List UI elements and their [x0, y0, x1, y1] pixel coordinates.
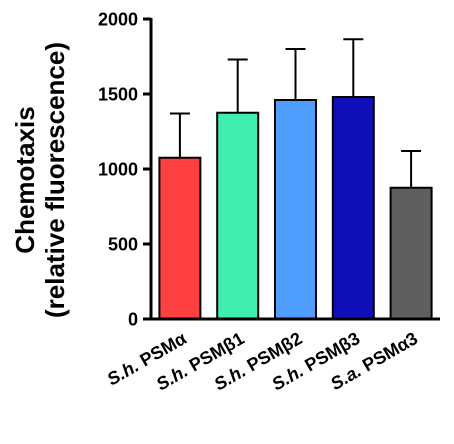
- bar: [389, 186, 433, 320]
- y-tick-label: 1500: [98, 85, 138, 105]
- bar: [331, 96, 375, 320]
- bar: [216, 111, 260, 320]
- bars: [158, 38, 433, 320]
- y-axis-title-line2: (relative fluorescence): [40, 42, 70, 318]
- bar: [274, 99, 317, 320]
- bar: [158, 156, 202, 320]
- y-axis-title-line1: Chemotaxis: [10, 106, 40, 253]
- y-axis-title: Chemotaxis (relative fluorescence): [10, 42, 70, 318]
- y-tick-label: 500: [108, 235, 138, 255]
- y-tick-label: 2000: [98, 10, 138, 30]
- y-tick-label: 0: [128, 310, 138, 330]
- y-tick-label: 1000: [98, 160, 138, 180]
- y-axis-ticks: 0 500 1000 1500 2000: [98, 10, 151, 330]
